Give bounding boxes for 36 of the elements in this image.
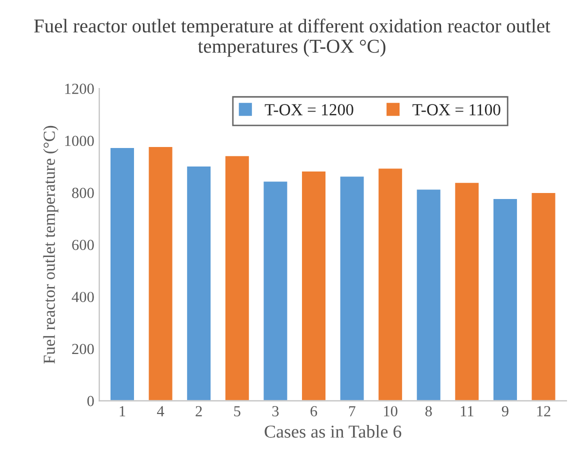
bar xyxy=(338,175,366,401)
y-tick-label: 1000 xyxy=(65,136,94,146)
x-tick-label: 2 xyxy=(196,406,202,416)
bar xyxy=(186,165,212,401)
x-tick-label: 11 xyxy=(460,406,474,416)
bar xyxy=(415,188,442,401)
bar xyxy=(224,154,250,401)
bar xyxy=(109,146,136,401)
x-tick-label: 10 xyxy=(384,406,398,416)
bar xyxy=(262,180,289,401)
y-tick-label: 600 xyxy=(72,240,94,250)
x-tick-label: 6 xyxy=(310,406,318,416)
legend-label: T-OX = 1200 xyxy=(264,104,354,116)
y-tick-label: 0 xyxy=(87,396,94,406)
x-tick-label: 8 xyxy=(425,406,432,416)
x-tick-label: 9 xyxy=(502,406,508,416)
x-tick-label: 12 xyxy=(537,406,550,416)
bar xyxy=(492,198,518,401)
bar xyxy=(300,170,327,401)
bar xyxy=(147,146,174,401)
y-axis-title: Fuel reactor outlet temperature (°C) xyxy=(43,126,58,364)
bar xyxy=(530,192,557,401)
y-tick-label: 200 xyxy=(72,344,94,354)
y-tick-label: 1200 xyxy=(65,84,94,94)
x-tick-label: 3 xyxy=(272,406,279,416)
legend-label: T-OX = 1100 xyxy=(412,104,500,116)
x-tick-label: 7 xyxy=(349,406,356,416)
x-tick-label: 1 xyxy=(120,406,126,416)
y-tick-label: 400 xyxy=(72,292,94,302)
bar xyxy=(454,182,480,401)
bar xyxy=(377,167,404,401)
x-axis-title: Cases as in Table 6 xyxy=(264,425,402,438)
x-tick-label: 4 xyxy=(157,406,164,416)
chart-title: Fuel reactor outlet temperature at different oxidation reactor outlet temperatures (T-OX °C) xyxy=(34,18,550,57)
y-tick-label: 800 xyxy=(72,188,94,198)
x-tick-label: 5 xyxy=(234,406,240,416)
